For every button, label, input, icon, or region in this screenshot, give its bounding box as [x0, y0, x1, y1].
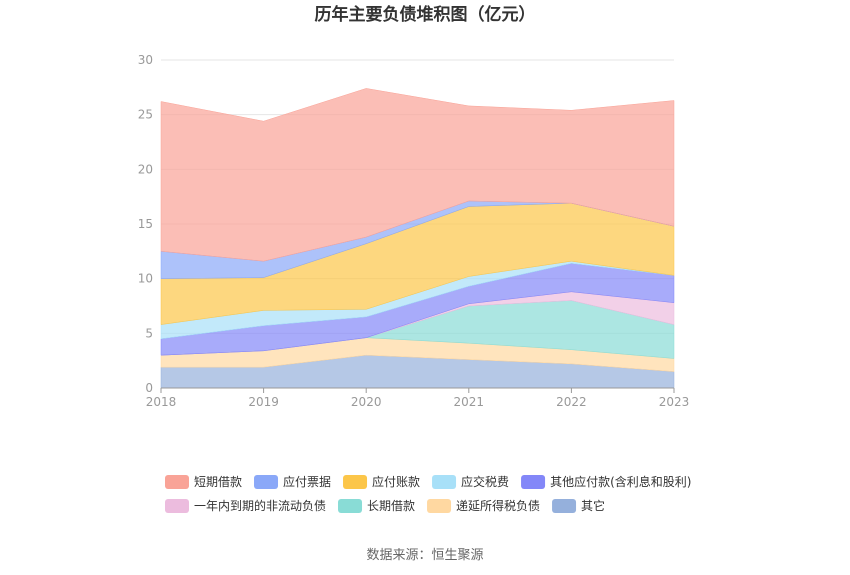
legend-label: 递延所得税负债: [456, 498, 540, 513]
legend-label: 其它: [581, 498, 605, 513]
x-tick-label: 2023: [659, 395, 690, 409]
y-tick-label: 25: [138, 108, 153, 122]
y-tick-label: 15: [138, 217, 153, 231]
area-series: [160, 88, 675, 262]
legend-swatch: [343, 475, 368, 489]
legend-label: 短期借款: [194, 475, 242, 489]
legend-swatch: [432, 475, 457, 489]
x-tick-label: 2019: [248, 395, 279, 409]
y-tick-label: 0: [145, 381, 153, 395]
x-tick-label: 2020: [351, 395, 382, 409]
data-source: 数据来源：恒生聚源: [366, 548, 483, 563]
legend-swatch: [427, 499, 452, 513]
legend-swatch: [552, 499, 577, 513]
y-tick-label: 5: [145, 326, 153, 340]
legend-swatch: [254, 475, 279, 489]
legend-label: 长期借款: [367, 499, 415, 513]
legend-label: 其他应付款(含利息和股利): [550, 474, 691, 489]
legend-label: 应交税费: [461, 474, 509, 489]
legend-swatch: [165, 475, 189, 489]
axes: 0 5 10 15 20 25 30 2018 2019 2020 2021 2022 2023: [138, 53, 690, 409]
legend-label: 应付账款: [372, 474, 420, 489]
stacked-areas: [160, 88, 675, 389]
x-tick-label: 2022: [556, 395, 587, 409]
chart-title: 历年主要负债堆积图（亿元）: [315, 4, 536, 25]
y-tick-label: 10: [138, 272, 153, 286]
legend: 短期借款 应付票据 应付账款 应交税费 其他应付款(含利息和股利) 一年内到期的非流动负债…: [165, 474, 691, 513]
x-tick-label: 2021: [454, 395, 485, 409]
legend-swatch: [338, 499, 363, 513]
legend-swatch: [521, 475, 546, 489]
legend-label: 一年内到期的非流动负债: [194, 498, 326, 513]
legend-label: 应付票据: [283, 474, 331, 489]
y-tick-label: 30: [138, 53, 153, 67]
y-tick-label: 20: [138, 162, 153, 176]
legend-swatch: [165, 499, 189, 513]
x-tick-label: 2018: [146, 395, 177, 409]
